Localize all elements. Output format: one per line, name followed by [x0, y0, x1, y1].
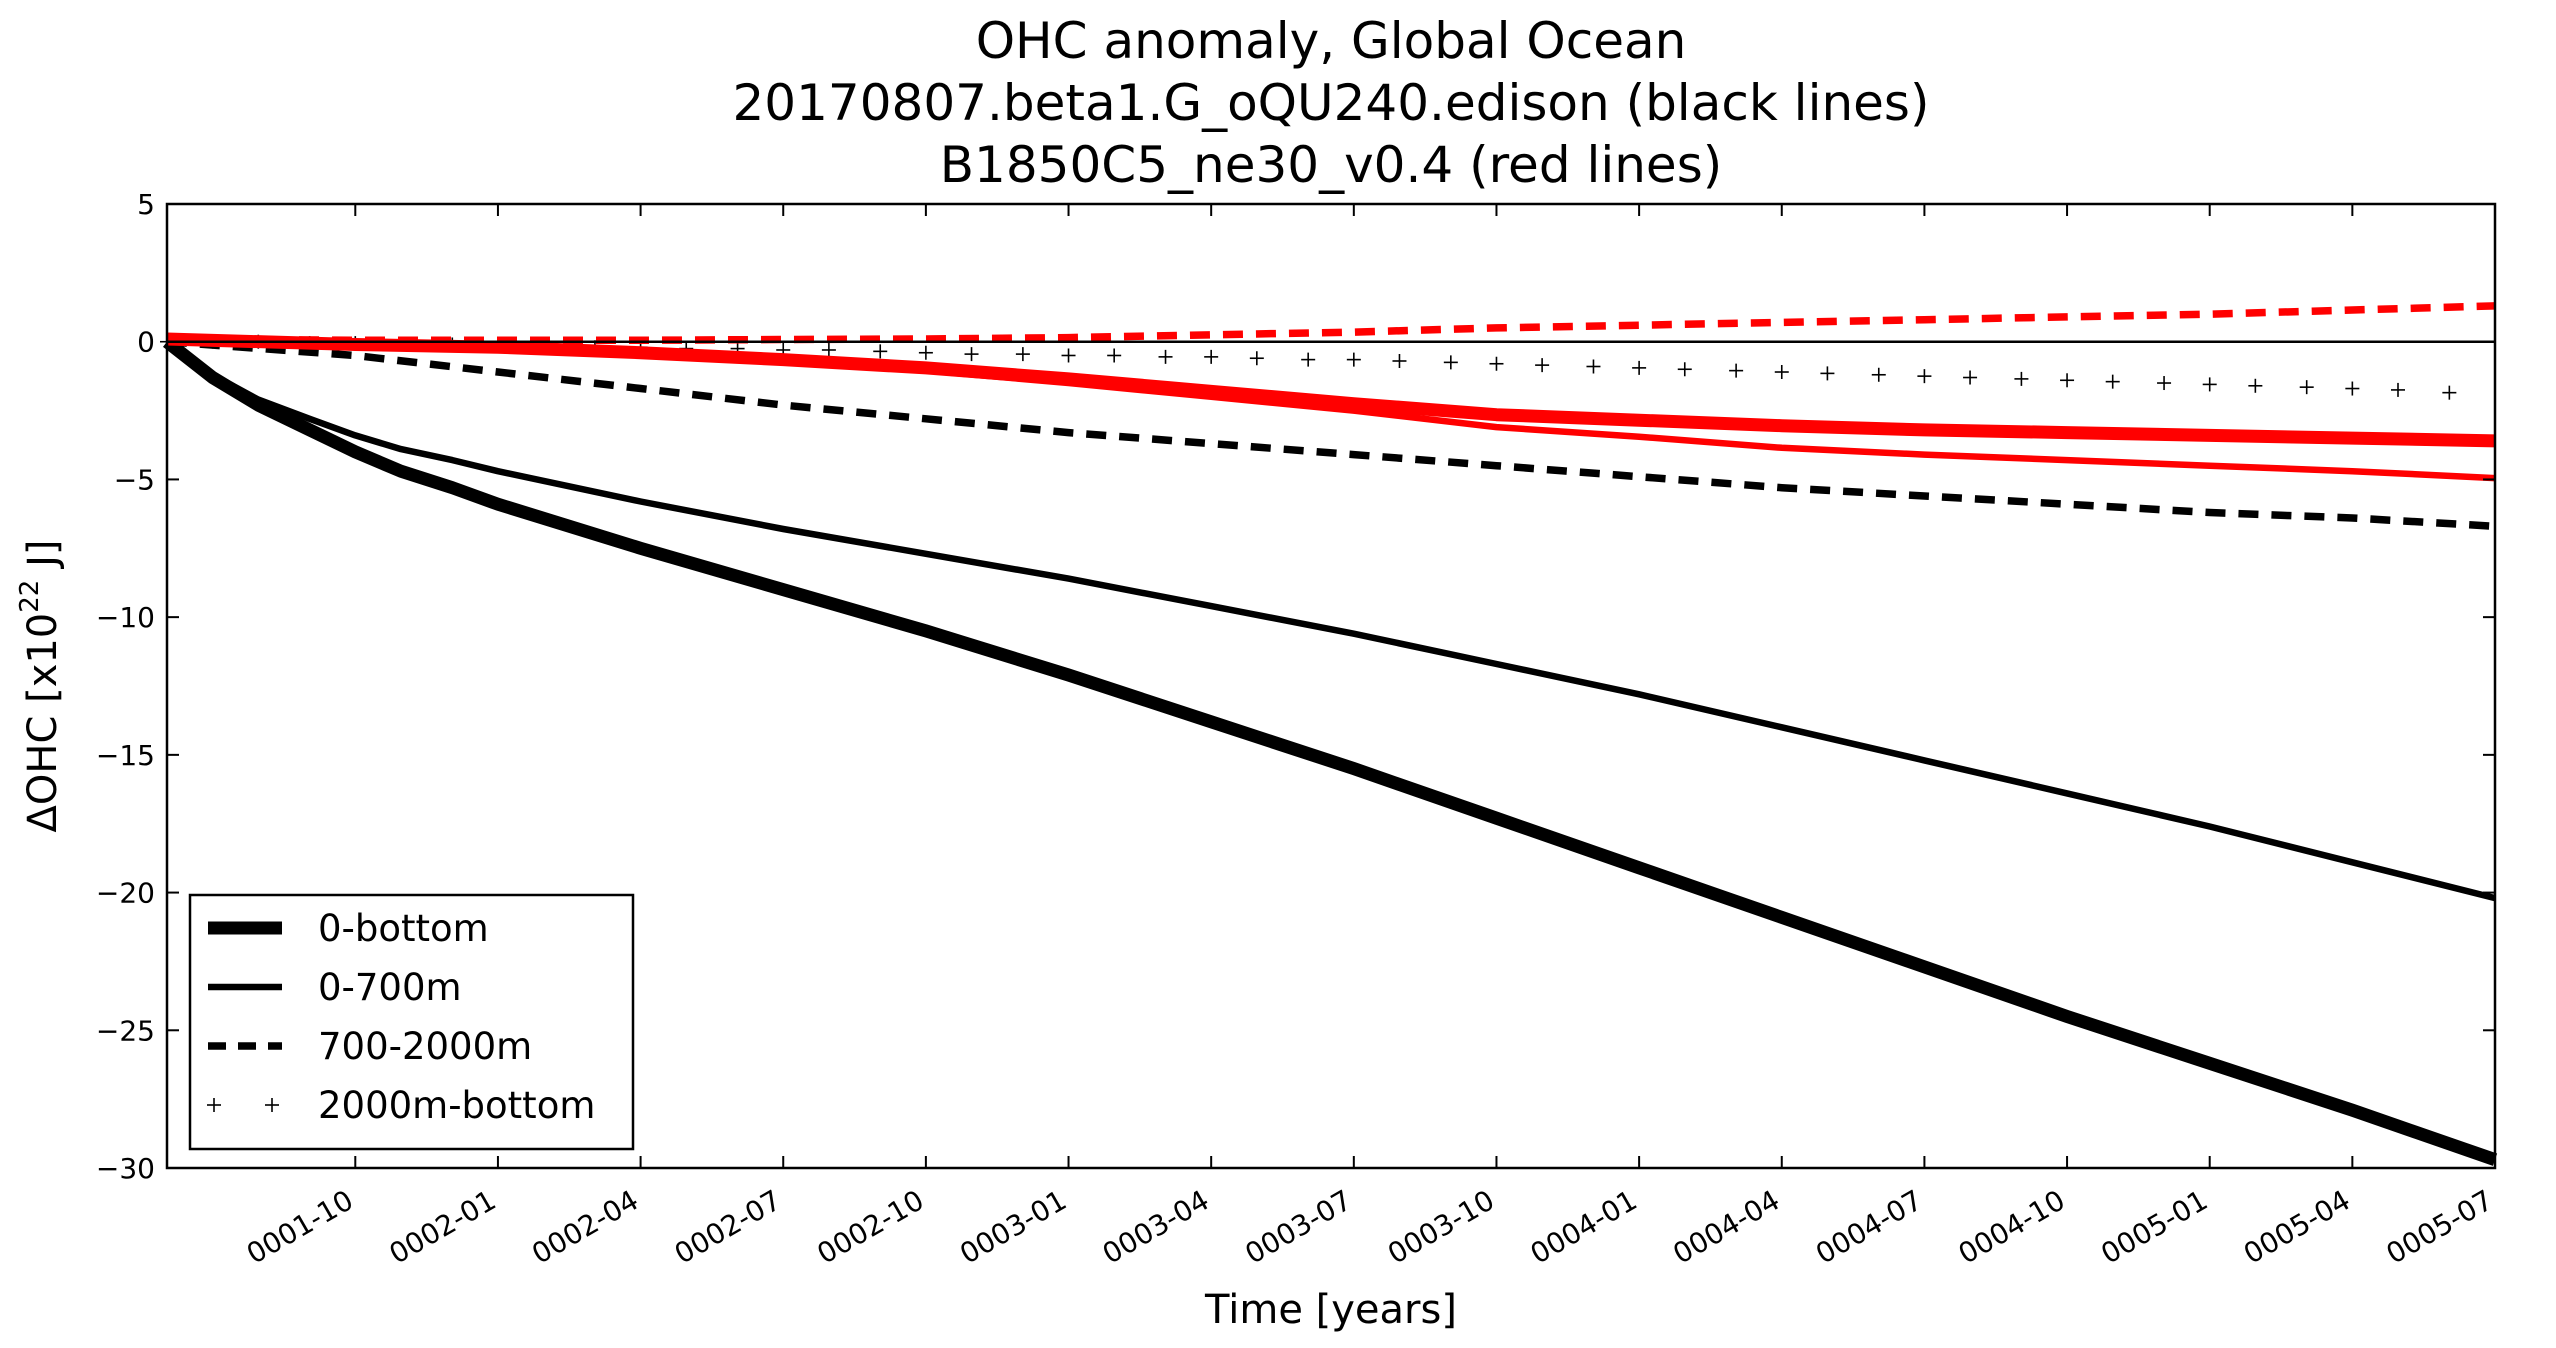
data-point-marker	[964, 347, 979, 362]
data-point-marker	[1963, 370, 1978, 385]
x-tick-label: 0002-04	[526, 1183, 644, 1270]
x-axis-label: Time [years]	[1204, 1287, 1457, 1333]
x-tick-label: 0003-01	[954, 1183, 1072, 1270]
x-tick-label: 0005-01	[2095, 1183, 2213, 1270]
data-point-marker	[2391, 382, 2405, 397]
legend-label: 2000m-bottom	[318, 1084, 595, 1127]
x-tick-label: 0004-04	[1667, 1183, 1785, 1270]
legend-label: 700-2000m	[318, 1025, 532, 1068]
legend: 0-bottom 0-700m 700-2000m 2000m-bottom	[188, 893, 635, 1151]
chart-title-line-2: 20170807.beta1.G_oQU240.edison (black li…	[733, 74, 1930, 132]
data-point-marker	[2442, 385, 2457, 400]
y-axis-label-exponent: 22	[15, 580, 45, 613]
legend-entry: 2000m-bottom	[207, 1084, 595, 1127]
y-tick-label: −25	[96, 1014, 155, 1047]
x-tick-label: 0001-10	[241, 1183, 359, 1270]
data-point-marker	[1061, 348, 1076, 363]
data-point-marker	[1677, 362, 1692, 377]
data-point-marker	[2299, 380, 2314, 395]
x-tick-label: 0005-07	[2381, 1183, 2499, 1270]
y-tick-label: −10	[96, 601, 155, 634]
data-point-marker	[1820, 366, 1835, 381]
data-point-marker	[2248, 378, 2263, 393]
y-tick-label: −20	[96, 877, 155, 910]
data-point-marker	[1301, 352, 1316, 367]
x-tick-label: 0002-10	[812, 1183, 930, 1270]
black-solid-series	[165, 339, 2496, 902]
data-point-marker	[1158, 349, 1173, 364]
data-point-marker	[2202, 377, 2217, 392]
red-thick-solid-series	[166, 332, 2496, 448]
plot-frame	[165, 202, 2497, 1170]
legend-marker	[207, 1098, 221, 1112]
red-dashed-series	[166, 302, 2496, 345]
data-point-marker	[1107, 348, 1122, 363]
data-point-marker	[1346, 352, 1361, 367]
data-point-marker	[2060, 373, 2075, 388]
y-axis-label-unit: J]	[20, 540, 66, 580]
x-tick-label: 0002-01	[384, 1183, 502, 1270]
x-tick-label: 0003-07	[1239, 1183, 1357, 1270]
legend-label: 0-bottom	[318, 907, 489, 950]
black-thick-solid-series	[162, 336, 2498, 1166]
data-point-marker	[1392, 353, 1407, 368]
data-point-marker	[1489, 356, 1504, 371]
data-point-marker	[873, 344, 888, 359]
data-point-marker	[1632, 360, 1647, 375]
legend-box	[188, 893, 635, 1151]
data-point-marker	[1917, 369, 1932, 384]
chart-title: OHC anomaly, Global Ocean 20170807.beta1…	[733, 12, 1930, 194]
x-tick-label: 0005-04	[2238, 1183, 2356, 1270]
data-point-marker	[1443, 355, 1458, 370]
data-point-marker	[1729, 363, 1744, 378]
x-tick-label: 0004-10	[1953, 1183, 2071, 1270]
chart-title-line-3: B1850C5_ne30_v0.4 (red lines)	[940, 136, 1723, 194]
data-point-marker	[2345, 381, 2360, 396]
data-point-marker	[1774, 365, 1789, 380]
x-tick-label: 0004-07	[1810, 1183, 1928, 1270]
x-tick-label: 0003-10	[1382, 1183, 1500, 1270]
data-point-marker	[918, 345, 933, 360]
data-point-marker	[1535, 358, 1550, 373]
red-solid-series	[166, 335, 2496, 482]
data-point-marker	[2014, 371, 2029, 386]
data-point-marker	[2105, 374, 2120, 389]
black-dashed-series	[166, 337, 2496, 531]
y-tick-label: 0	[137, 326, 155, 359]
x-tick-label: 0003-04	[1097, 1183, 1215, 1270]
y-axis-label: ΔOHC [x1022 J]	[15, 540, 66, 833]
data-point-marker	[2157, 376, 2172, 391]
series-layer	[160, 302, 2498, 1166]
data-point-marker	[1249, 351, 1264, 366]
data-point-marker	[1586, 359, 1601, 374]
legend-entry: 700-2000m	[208, 1025, 532, 1068]
y-tick-label: −30	[96, 1152, 155, 1185]
y-axis-label-main: ΔOHC [x10	[20, 613, 66, 833]
legend-entry: 0-bottom	[208, 907, 489, 950]
x-tick-label: 0002-07	[669, 1183, 787, 1270]
data-point-marker	[821, 342, 836, 357]
y-tick-label: 5	[137, 188, 155, 221]
x-tick-label: 0004-01	[1525, 1183, 1643, 1270]
legend-label: 0-700m	[318, 966, 462, 1009]
data-point-marker	[1204, 349, 1219, 364]
legend-marker	[265, 1098, 279, 1112]
y-tick-label: −5	[114, 463, 155, 496]
chart-title-line-1: OHC anomaly, Global Ocean	[976, 12, 1687, 70]
legend-entry: 0-700m	[208, 966, 462, 1009]
y-tick-label: −15	[96, 739, 155, 772]
data-point-marker	[1871, 367, 1886, 382]
data-point-marker	[1015, 347, 1030, 362]
